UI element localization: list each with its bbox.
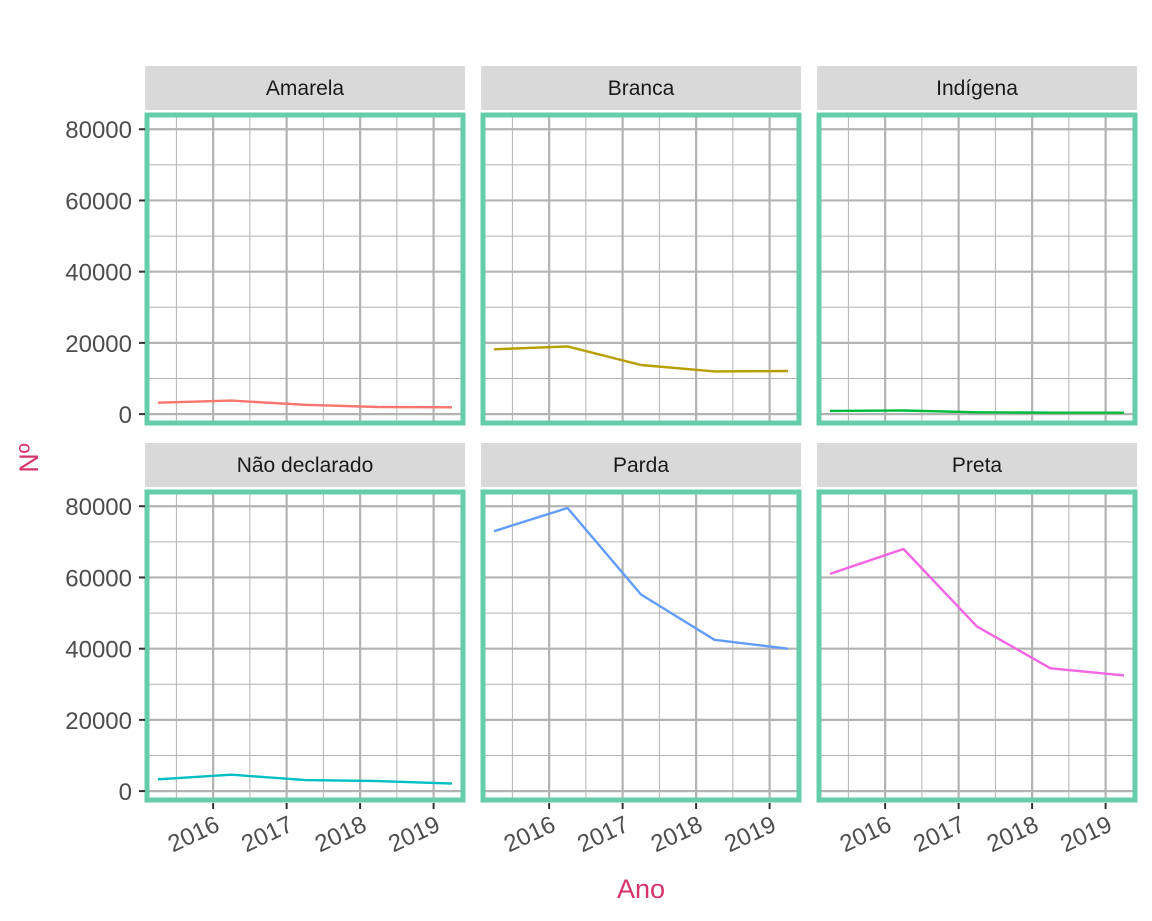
x-tick-label: 2018 [983, 811, 1043, 858]
series-line-nao-declarado [157, 773, 453, 785]
y-tick-label: 0 [119, 779, 132, 806]
panel-nao-declarado: Não declarado [144, 443, 466, 803]
y-tick-label: 20000 [65, 331, 132, 358]
strip-label-nao-declarado: Não declarado [237, 454, 374, 477]
y-tick-label: 80000 [65, 494, 132, 521]
strip-label-indigena: Indígena [936, 77, 1018, 100]
facet-panels: Amarela Branca Indígena Não declarado Parda P… [144, 66, 1138, 803]
panel-border-parda [480, 489, 802, 803]
panel-amarela: Amarela [144, 66, 466, 426]
panel-parda: Parda [480, 443, 802, 803]
panel-branca: Branca [480, 66, 802, 426]
series-line-parda [493, 506, 789, 650]
y-tick-label: 60000 [65, 188, 132, 215]
x-tick-label: 2016 [500, 811, 560, 858]
x-tick-label: 2016 [836, 811, 896, 858]
y-tick-label: 40000 [65, 260, 132, 287]
strip-label-parda: Parda [613, 454, 669, 477]
panel-preta: Preta [816, 443, 1138, 803]
series-line-amarela [157, 399, 453, 409]
panel-indigena: Indígena [816, 66, 1138, 426]
x-axis-title: Ano [617, 874, 665, 904]
strip-parda [481, 443, 801, 487]
x-tick-label: 2017 [573, 811, 633, 858]
strip-indigena [817, 66, 1137, 110]
strip-label-branca: Branca [608, 77, 675, 100]
series-line-branca [493, 345, 789, 373]
x-axis-ticks: 2016 2017 2018 2019 2016 2017 2018 2019 2016 2017… [164, 803, 1116, 858]
x-tick-label: 2018 [647, 811, 707, 858]
y-axis-title: Nº [14, 443, 44, 472]
x-tick-label: 2019 [384, 811, 444, 858]
strip-label-amarela: Amarela [266, 77, 345, 100]
y-tick-label: 40000 [65, 637, 132, 664]
x-tick-label: 2019 [1056, 811, 1116, 858]
strip-preta [817, 443, 1137, 487]
y-tick-label: 0 [119, 402, 132, 429]
x-tick-label: 2018 [311, 811, 371, 858]
strip-amarela [145, 66, 465, 110]
series-line-indigena [829, 409, 1124, 414]
y-tick-label: 80000 [65, 117, 132, 144]
strip-nao-declarado [145, 443, 465, 487]
panel-border-indigena [816, 112, 1138, 426]
panel-border-nao-declarado [144, 489, 466, 803]
panel-border-amarela [144, 112, 466, 426]
x-tick-label: 2017 [909, 811, 969, 858]
y-tick-label: 20000 [65, 708, 132, 735]
panel-border-preta [816, 489, 1138, 803]
x-tick-label: 2017 [237, 811, 297, 858]
strip-label-preta: Preta [952, 454, 1003, 477]
y-axis-ticks: 0 20000 40000 60000 80000 0 20000 40000 60000 800… [65, 117, 145, 806]
series-line-preta [829, 547, 1125, 677]
strip-branca [481, 66, 801, 110]
x-tick-label: 2016 [164, 811, 224, 858]
x-tick-label: 2019 [720, 811, 780, 858]
y-tick-label: 60000 [65, 565, 132, 592]
panel-border-branca [480, 112, 802, 426]
